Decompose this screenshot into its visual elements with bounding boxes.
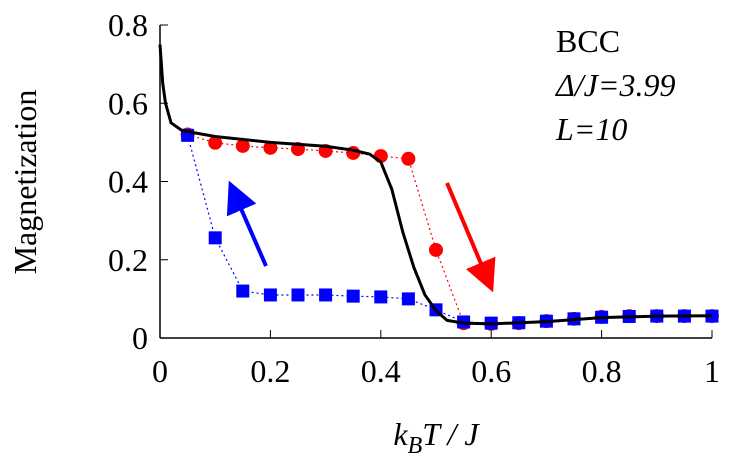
point bbox=[319, 288, 333, 302]
x-label-sub: B bbox=[408, 433, 423, 459]
point bbox=[208, 231, 222, 245]
point bbox=[346, 289, 360, 303]
point bbox=[401, 151, 416, 166]
y-tick-label: 0.4 bbox=[108, 164, 148, 200]
x-tick-label: 0 bbox=[152, 353, 168, 389]
point bbox=[429, 242, 443, 257]
point bbox=[263, 140, 278, 155]
cooling-line bbox=[187, 135, 712, 324]
point bbox=[236, 284, 250, 298]
x-label-part: k bbox=[393, 416, 408, 452]
heating-arrow bbox=[445, 182, 496, 293]
annotation: L=10 bbox=[555, 111, 627, 147]
point bbox=[401, 292, 415, 306]
cooling-arrow bbox=[226, 180, 268, 267]
y-tick-label: 0.6 bbox=[108, 85, 148, 121]
point bbox=[208, 135, 223, 150]
x-tick-label: 0.6 bbox=[471, 353, 511, 389]
x-axis-label: kBT / J bbox=[393, 416, 480, 459]
point bbox=[291, 288, 305, 302]
point bbox=[374, 290, 388, 304]
x-label-part: T / J bbox=[422, 416, 480, 452]
x-tick-label: 0.2 bbox=[250, 353, 290, 389]
point bbox=[235, 138, 250, 153]
y-axis-label: Magnetization bbox=[7, 90, 43, 275]
y-tick-label: 0.2 bbox=[108, 242, 148, 278]
annotation: Δ/J=3.99 bbox=[554, 67, 675, 103]
point bbox=[263, 288, 277, 302]
y-tick-label: 0 bbox=[132, 320, 148, 356]
theory-line bbox=[158, 44, 713, 326]
annotation: BCC bbox=[556, 23, 620, 59]
x-tick-label: 0.4 bbox=[361, 353, 401, 389]
y-tick-label: 0.8 bbox=[108, 7, 148, 43]
x-tick-label: 0.8 bbox=[582, 353, 622, 389]
x-tick-label: 1 bbox=[704, 353, 720, 389]
